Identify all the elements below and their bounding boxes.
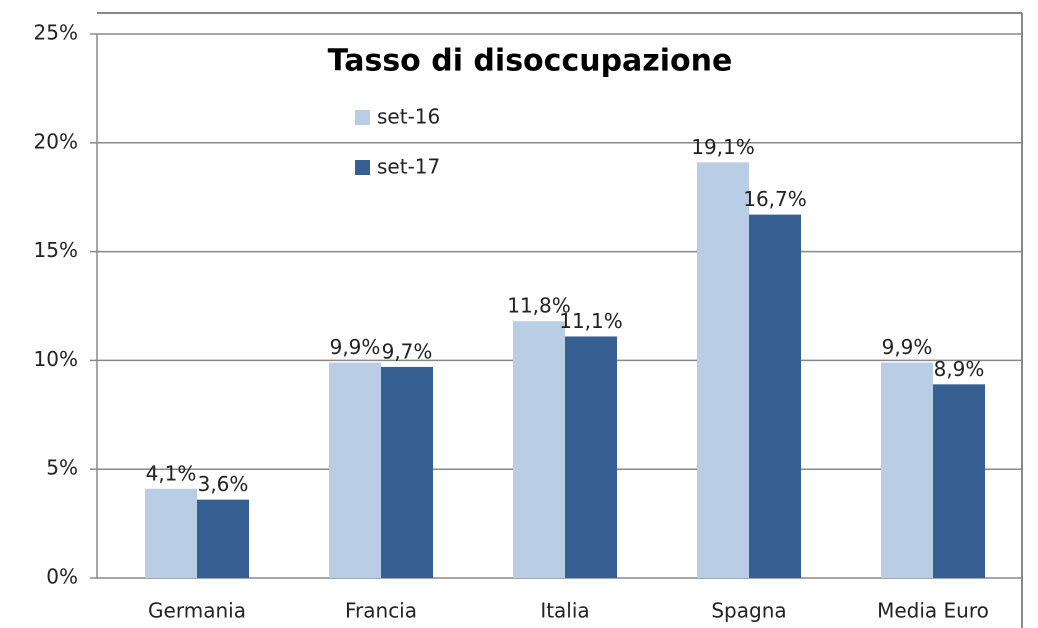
data-label: 9,9% (330, 335, 381, 359)
bar (881, 362, 933, 578)
bar (381, 366, 433, 578)
y-tick-label: 20% (34, 129, 78, 153)
y-tick-label: 5% (46, 456, 78, 480)
legend-swatch (355, 110, 370, 125)
bar (145, 488, 197, 578)
data-label: 3,6% (198, 472, 249, 496)
data-label: 8,9% (934, 357, 985, 381)
y-tick-label: 10% (34, 347, 78, 371)
chart-title: Tasso di disoccupazione (328, 44, 733, 79)
x-tick-label: Media Euro (877, 599, 989, 623)
y-tick-label: 25% (34, 21, 78, 45)
data-label: 16,7% (743, 187, 807, 211)
data-label: 11,8% (507, 294, 571, 318)
bar (513, 321, 565, 578)
bar (749, 214, 801, 578)
bar (933, 384, 985, 578)
legend-swatch (355, 160, 370, 175)
x-tick-label: Spagna (711, 599, 786, 623)
data-label: 9,9% (882, 335, 933, 359)
bar (329, 362, 381, 578)
data-label: 4,1% (146, 461, 197, 485)
x-tick-label: Germania (148, 599, 246, 623)
bar (565, 336, 617, 578)
x-tick-label: Francia (345, 599, 417, 623)
y-tick-label: 0% (46, 565, 78, 589)
x-tick-label: Italia (540, 599, 589, 623)
bar (697, 162, 749, 578)
y-tick-label: 15% (34, 238, 78, 262)
data-label: 11,1% (559, 309, 623, 333)
bar (197, 499, 249, 578)
legend-label: set-17 (377, 155, 440, 179)
data-label: 19,1% (691, 135, 755, 159)
data-label: 9,7% (382, 339, 433, 363)
legend-label: set-16 (377, 105, 440, 129)
